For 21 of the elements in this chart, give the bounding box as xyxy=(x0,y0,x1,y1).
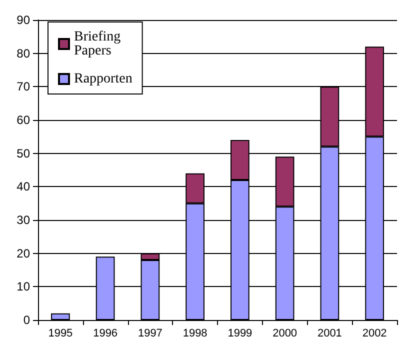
x-tick-label: 1997 xyxy=(138,328,162,340)
y-tick-label: 60 xyxy=(16,113,30,127)
x-tick-label: 1999 xyxy=(228,328,252,340)
y-tick-label: 80 xyxy=(16,46,30,60)
y-tick-label: 90 xyxy=(16,13,30,27)
legend-label: Briefing Papers xyxy=(74,30,121,58)
y-tick-label: 50 xyxy=(16,146,30,160)
bar xyxy=(51,313,70,320)
legend-label: Rapporten xyxy=(74,72,132,86)
x-tick-label: 1996 xyxy=(93,328,118,340)
x-tick-label: 1998 xyxy=(182,328,208,340)
y-tick-label: 0 xyxy=(23,313,30,327)
y-tick-label: 40 xyxy=(16,180,30,194)
y-tick-label: 10 xyxy=(16,280,30,294)
x-tick-label: 2001 xyxy=(317,328,342,340)
y-tick-label: 30 xyxy=(16,213,30,227)
x-tick-label: 1995 xyxy=(48,328,73,340)
y-tick-label: 70 xyxy=(16,80,30,94)
x-tick-label: 2000 xyxy=(272,328,298,340)
x-tick-label: 2002 xyxy=(362,328,387,340)
y-tick-label: 20 xyxy=(16,246,30,260)
